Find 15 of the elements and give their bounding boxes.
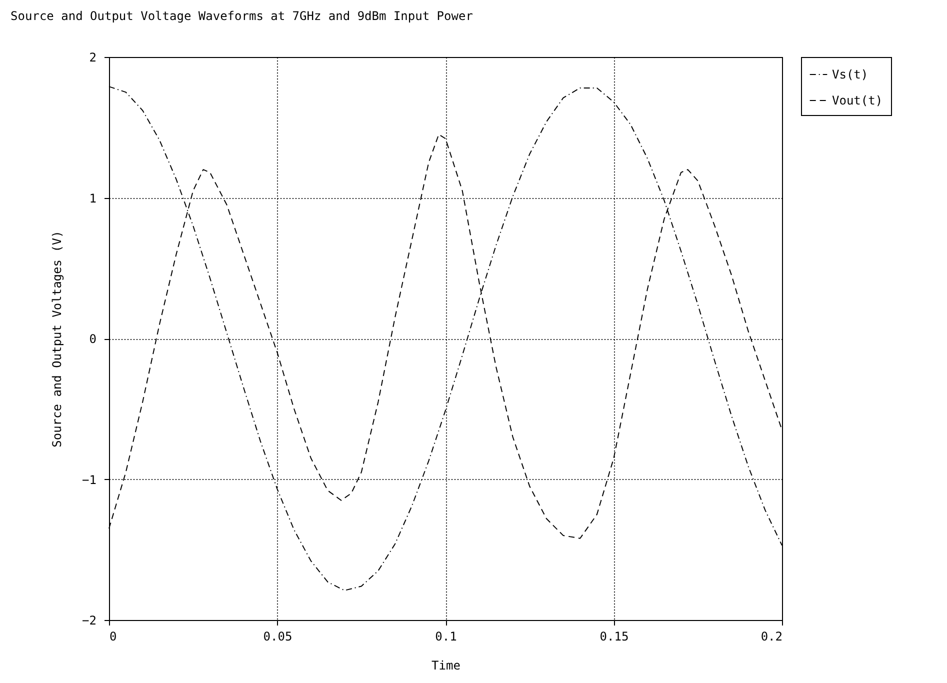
x-axis-title: Time <box>432 658 460 672</box>
x-tick-label: 0.15 <box>600 630 629 644</box>
y-tick-label: 1 <box>89 191 96 206</box>
legend-label: Vs(t) <box>832 68 868 82</box>
x-tick-label: 0.2 <box>760 630 782 644</box>
y-tick-label: −1 <box>82 472 96 487</box>
x-tick-label: 0.1 <box>435 630 457 644</box>
y-tick-label: 2 <box>89 50 96 64</box>
y-tick-label: 0 <box>89 332 96 346</box>
y-axis-title: Source and Output Voltages (V) <box>50 230 64 448</box>
chart-title: Source and Output Voltage Waveforms at 7GHz and 9dBm Input Power <box>10 9 473 23</box>
y-tick-label: −2 <box>82 614 96 628</box>
x-tick-label: 0 <box>110 630 117 644</box>
legend-label: Vout(t) <box>832 94 883 108</box>
x-tick-label: 0.05 <box>263 630 292 644</box>
